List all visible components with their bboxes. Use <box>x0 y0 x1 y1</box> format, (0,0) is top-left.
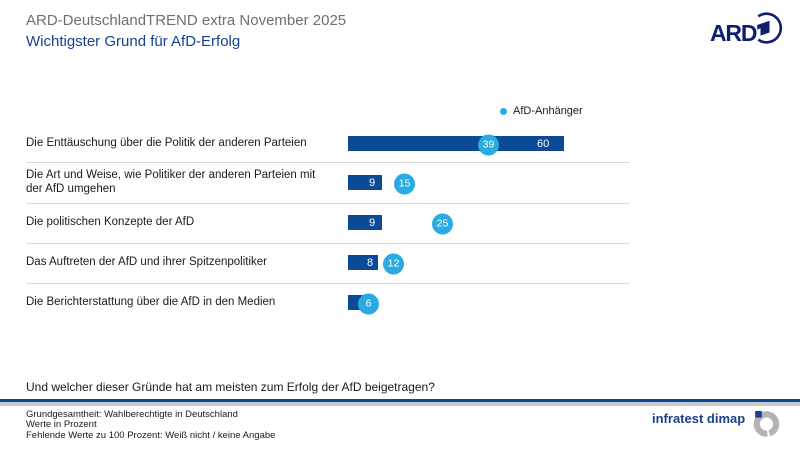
svg-text:ARD: ARD <box>710 20 757 46</box>
